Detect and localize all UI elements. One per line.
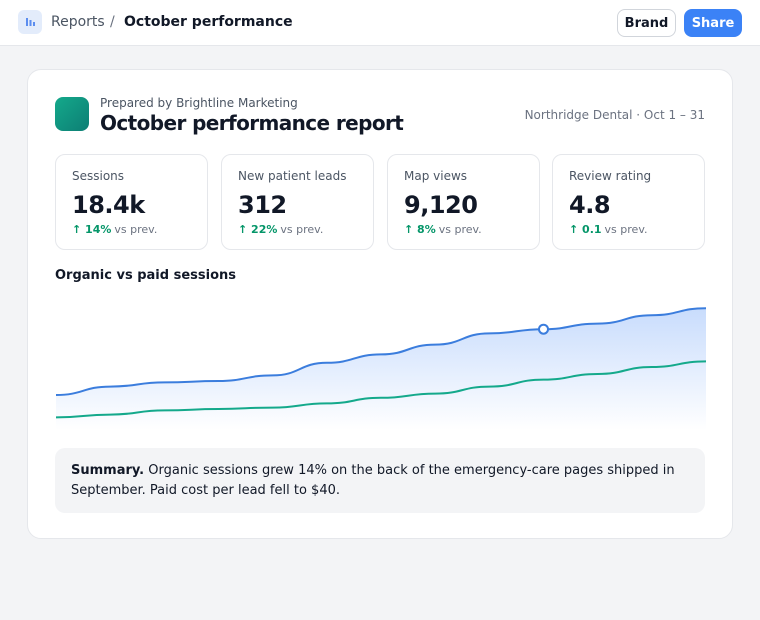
breadcrumb-current: October performance <box>124 14 293 30</box>
kpi-suffix: vs prev. <box>604 223 648 236</box>
kpi-value: 312 <box>238 191 287 219</box>
chart-title: Organic vs paid sessions <box>55 268 236 283</box>
kpi-card: Review rating 4.8 ↑ 0.1 vs prev. <box>552 154 705 250</box>
logo <box>55 97 89 131</box>
summary: Summary. Organic sessions grew 14% on th… <box>55 448 705 513</box>
brand-button[interactable]: Brand <box>617 9 676 37</box>
chart <box>55 307 707 430</box>
kpi-change-row: ↑ 0.1 vs prev. <box>569 223 647 236</box>
app-icon[interactable] <box>18 10 42 34</box>
top-bar: Reports / October performance Brand Shar… <box>0 0 760 46</box>
kpi-value: 18.4k <box>72 191 145 219</box>
kpi-value: 9,120 <box>404 191 478 219</box>
kpi-value: 4.8 <box>569 191 611 219</box>
report-title: October performance report <box>100 111 404 135</box>
kpi-label: Review rating <box>569 169 652 183</box>
kpi-card: Map views 9,120 ↑ 8% vs prev. <box>387 154 540 250</box>
highlight-point <box>538 323 549 335</box>
kpi-suffix: vs prev. <box>280 223 324 236</box>
area <box>56 308 706 430</box>
kpi-card: New patient leads 312 ↑ 22% vs prev. <box>221 154 374 250</box>
summary-text: Organic sessions grew 14% on the back of… <box>71 463 675 498</box>
line <box>55 360 707 419</box>
icon-graphic <box>26 18 35 26</box>
kpi-suffix: vs prev. <box>438 223 482 236</box>
report-card: Prepared by Brightline Marketing October… <box>27 69 733 539</box>
kpi-change: ↑ 0.1 <box>569 223 602 236</box>
breadcrumb-separator: / <box>110 14 115 30</box>
kpi-label: New patient leads <box>238 169 347 183</box>
summary-lead: Summary. <box>71 463 145 478</box>
kpi-change-row: ↑ 22% vs prev. <box>238 223 323 236</box>
share-button[interactable]: Share <box>684 9 742 37</box>
kpi-change: ↑ 8% <box>404 223 436 236</box>
kpi-change: ↑ 14% <box>72 223 112 236</box>
kpi-label: Map views <box>404 169 468 183</box>
prepared-by: Prepared by Brightline Marketing <box>100 96 298 110</box>
kpi-change-row: ↑ 8% vs prev. <box>404 223 482 236</box>
kpi-card: Sessions 18.4k ↑ 14% vs prev. <box>55 154 208 250</box>
kpi-change-row: ↑ 14% vs prev. <box>72 223 157 236</box>
kpi-label: Sessions <box>72 169 125 183</box>
kpi-change: ↑ 22% <box>238 223 278 236</box>
report-meta: Northridge Dental · Oct 1 – 31 <box>524 108 705 122</box>
breadcrumb-link[interactable]: Reports <box>51 14 105 30</box>
kpi-suffix: vs prev. <box>114 223 158 236</box>
line <box>55 307 707 396</box>
